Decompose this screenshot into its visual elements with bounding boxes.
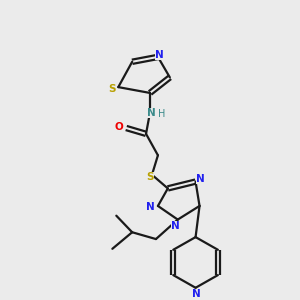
Text: N: N [147, 108, 155, 118]
Text: N: N [192, 289, 201, 298]
Text: O: O [115, 122, 124, 132]
Text: S: S [109, 84, 116, 94]
Text: N: N [171, 221, 180, 231]
Text: H: H [158, 110, 165, 119]
Text: N: N [146, 202, 154, 212]
Text: S: S [146, 172, 154, 182]
Text: N: N [154, 50, 163, 60]
Text: N: N [196, 174, 205, 184]
